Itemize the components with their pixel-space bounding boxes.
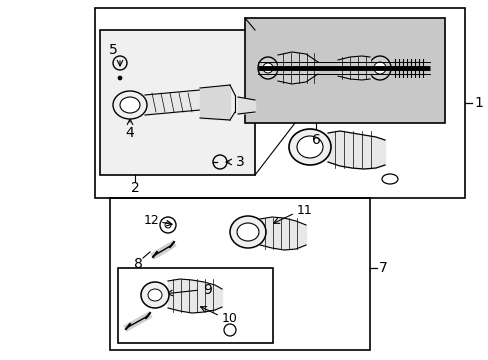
Text: 1: 1 (473, 96, 483, 110)
Ellipse shape (368, 56, 390, 80)
Bar (244, 18, 444, 123)
Text: 11: 11 (297, 203, 312, 216)
Text: 9: 9 (203, 283, 212, 297)
Circle shape (118, 76, 122, 80)
Ellipse shape (229, 216, 265, 248)
Ellipse shape (296, 136, 323, 158)
Text: 7: 7 (378, 261, 386, 275)
Ellipse shape (288, 129, 330, 165)
Text: 6: 6 (311, 133, 320, 147)
Ellipse shape (263, 63, 272, 73)
Bar (118, 268, 272, 343)
Text: 4: 4 (125, 126, 134, 140)
Text: 12: 12 (144, 213, 160, 226)
Text: 5: 5 (108, 43, 117, 57)
Text: 8: 8 (133, 257, 142, 271)
Ellipse shape (148, 289, 162, 301)
Text: 3: 3 (235, 155, 244, 169)
Text: 10: 10 (222, 312, 238, 325)
Ellipse shape (120, 97, 140, 113)
Bar (100, 30, 254, 175)
Bar (110, 198, 369, 350)
Ellipse shape (373, 62, 385, 74)
Ellipse shape (258, 57, 278, 79)
Ellipse shape (237, 223, 259, 241)
Ellipse shape (141, 282, 169, 308)
FancyArrowPatch shape (157, 246, 169, 253)
Text: 2: 2 (130, 181, 139, 195)
Bar (95, 8, 464, 198)
Ellipse shape (113, 91, 147, 119)
